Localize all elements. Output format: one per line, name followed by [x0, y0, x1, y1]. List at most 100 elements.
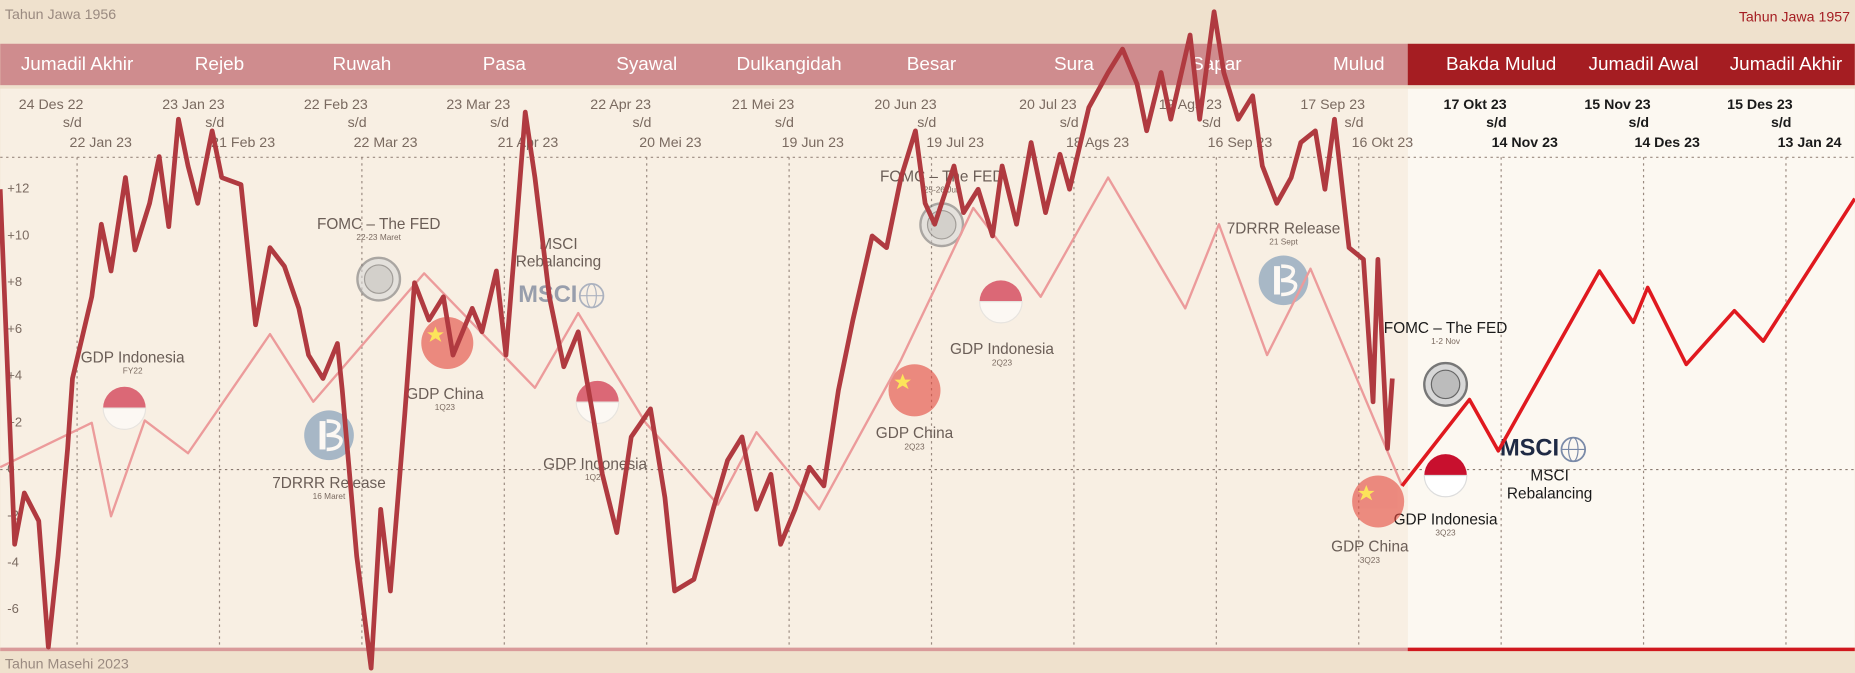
event-label: GDP China: [1331, 539, 1409, 556]
bi-mark: [1274, 266, 1280, 295]
period-name: Bakda Mulud: [1446, 54, 1556, 75]
event-sub: 21 Sept: [1269, 238, 1298, 247]
history-area: [0, 88, 1408, 649]
period-sep: s/d: [1060, 115, 1079, 131]
event-label: FOMC – The FED: [317, 216, 440, 233]
flag-white: [1423, 474, 1468, 498]
flag-china: [888, 364, 941, 417]
left-year: Tahun Jawa 1956: [5, 7, 116, 23]
y-tick-label: +12: [7, 181, 29, 196]
period-sep: s/d: [490, 115, 509, 131]
event-icon: [356, 256, 402, 302]
period-end: 19 Jul 23: [926, 135, 984, 151]
period-end: 13 Jan 24: [1778, 135, 1842, 151]
y-tick-label: +6: [7, 321, 22, 336]
period-start: 20 Jun 23: [874, 97, 936, 113]
period-start: 15 Nov 23: [1584, 97, 1650, 113]
flag-red: [1424, 454, 1467, 476]
period-start: 20 Jul 23: [1019, 97, 1077, 113]
event-label: MSCI: [539, 236, 577, 253]
period-name: Jumadil Akhir: [1730, 54, 1842, 75]
period-start: 22 Feb 23: [304, 97, 368, 113]
msci-logo: MSCI: [1500, 436, 1559, 462]
period-name: Jumadil Awal: [1589, 54, 1699, 75]
event-sub: 22-23 Maret: [356, 233, 401, 242]
right-year: Tahun Jawa 1957: [1739, 9, 1850, 25]
event-sub: FY22: [123, 367, 143, 376]
event-label: 7DRRR Release: [272, 475, 386, 492]
period-name: Besar: [907, 54, 956, 75]
event-label: GDP China: [406, 386, 484, 403]
bi-mark: [326, 419, 343, 452]
event-sub: 2Q23: [904, 442, 925, 451]
event-label: FOMC – The FED: [1384, 320, 1507, 337]
flag-white: [575, 401, 620, 425]
period-sep: s/d: [1771, 115, 1792, 131]
event-label: GDP Indonesia: [543, 456, 647, 473]
event-label: Rebalancing: [516, 254, 601, 271]
period-name: Mulud: [1333, 54, 1385, 75]
period-sep: s/d: [775, 115, 794, 131]
header-band-forecast: [1407, 43, 1855, 86]
event-label: 7DRRR Release: [1227, 221, 1341, 238]
period-start: 17 Sep 23: [1300, 97, 1365, 113]
period-end: 16 Sep 23: [1208, 135, 1273, 151]
period-end: 16 Okt 23: [1352, 135, 1414, 151]
period-end: 22 Jan 23: [70, 135, 132, 151]
period-sep: s/d: [1345, 115, 1364, 131]
event-icon: [575, 380, 620, 425]
series-line: [0, 9, 1395, 671]
event-icon: [1423, 454, 1468, 498]
period-sep: s/d: [205, 115, 224, 131]
period-sep: s/d: [1202, 115, 1221, 131]
period-name: Pasa: [483, 54, 527, 75]
period-name: Sapar: [1191, 54, 1241, 75]
period-end: 18 Ags 23: [1066, 135, 1129, 151]
bi-mark: [1280, 264, 1298, 297]
period-start: 23 Mar 23: [446, 97, 510, 113]
period-name: Jumadil Akhir: [21, 54, 133, 75]
event-label: FOMC – The FED: [880, 168, 1003, 185]
period-end: 14 Nov 23: [1492, 135, 1558, 151]
event-sub: 3Q23: [1435, 529, 1456, 538]
event-sub: 3Q23: [1360, 556, 1381, 565]
event-label: GDP Indonesia: [81, 349, 185, 366]
period-start: 15 Des 23: [1727, 97, 1793, 113]
event-icon: [1423, 361, 1469, 407]
period-sep: s/d: [1486, 115, 1507, 131]
y-tick-label: -6: [7, 601, 19, 616]
flag-star: [894, 373, 911, 390]
event-icon: [888, 364, 941, 417]
period-end: 22 Mar 23: [354, 135, 418, 151]
y-tick-label: +4: [7, 368, 22, 383]
header-band: [0, 43, 1408, 86]
period-name: Ruwah: [332, 54, 391, 75]
event-sub: 25-26 Juli: [924, 186, 960, 195]
event-sub: 1Q23: [435, 403, 456, 412]
period-start: 21 Mei 23: [732, 97, 794, 113]
period-sep: s/d: [633, 115, 652, 131]
event-icon: [1258, 255, 1309, 306]
event-sub: 16 Maret: [313, 492, 346, 501]
flag-white: [978, 301, 1023, 324]
event-icon: [978, 280, 1023, 324]
period-end: 19 Jun 23: [782, 135, 844, 151]
flag-white: [102, 407, 147, 430]
event-icon: [102, 386, 147, 430]
period-end: 21 Feb 23: [211, 135, 275, 151]
bottom-year: Tahun Masehi 2023: [5, 656, 129, 672]
period-sep: s/d: [917, 115, 936, 131]
event-label: GDP Indonesia: [1394, 511, 1498, 528]
period-sep: s/d: [348, 115, 367, 131]
flag-china: [1352, 475, 1405, 528]
period-end: 20 Mei 23: [639, 135, 701, 151]
flag-star: [1358, 484, 1375, 501]
period-start: 23 Jan 23: [162, 97, 224, 113]
period-start: 22 Apr 23: [590, 97, 651, 113]
period-start: 17 Okt 23: [1444, 97, 1507, 113]
flag-red: [979, 280, 1023, 302]
y-tick-label: +10: [7, 227, 29, 242]
bi-mark: [319, 421, 326, 450]
event-label: GDP China: [876, 425, 954, 442]
